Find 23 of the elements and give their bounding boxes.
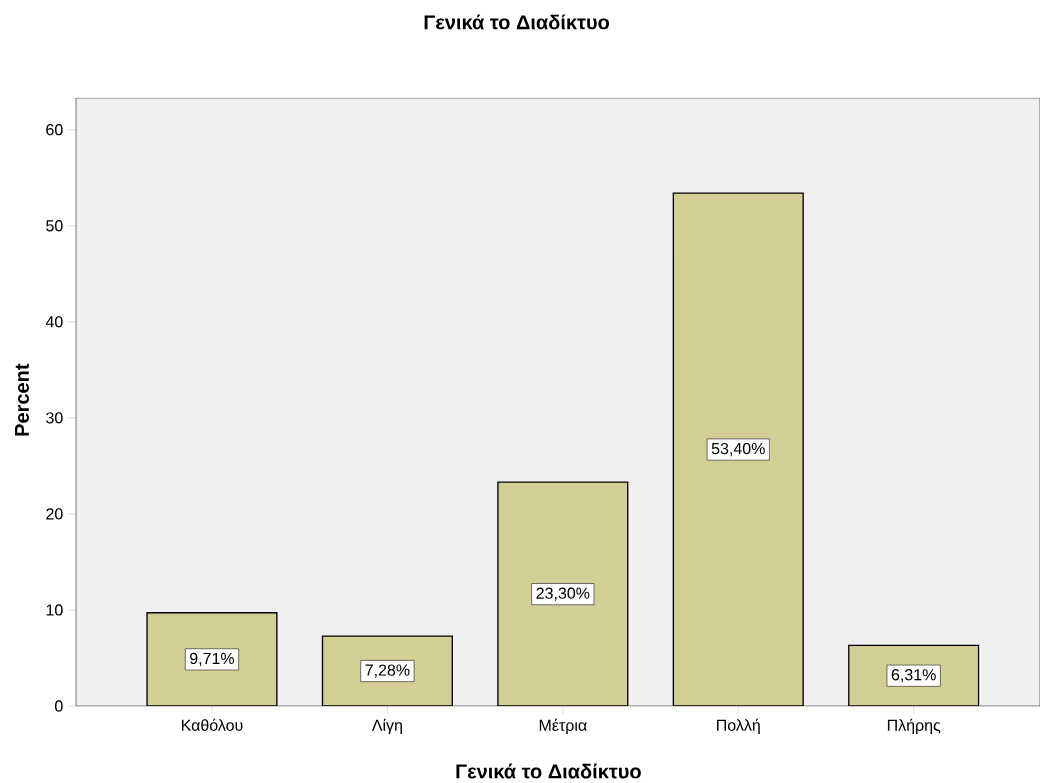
y-axis-title: Percent bbox=[15, 363, 29, 436]
x-tick-label: Λίγη bbox=[371, 718, 402, 735]
bar bbox=[672, 192, 804, 706]
y-tick-label: 40 bbox=[45, 316, 63, 328]
x-axis-title: Γενικά το Διαδίκτυο bbox=[456, 763, 641, 779]
y-tick-label: 50 bbox=[46, 220, 63, 232]
data-label: 53,40% bbox=[711, 442, 765, 457]
data-label: 6,31% bbox=[891, 669, 936, 683]
x-tick-label: Καθόλου bbox=[181, 718, 243, 731]
x-tick-label: Πλήρης bbox=[887, 718, 941, 735]
chart-title: Γενικά το Διαδίκτυο bbox=[424, 14, 610, 30]
bar bbox=[146, 612, 278, 706]
data-label: 9,71% bbox=[190, 652, 235, 666]
bar bbox=[497, 482, 628, 706]
y-tick-label: 0 bbox=[55, 700, 63, 712]
y-tick-label: 60 bbox=[46, 124, 63, 136]
y-tick-label: 30 bbox=[46, 412, 63, 424]
x-tick-label: Μέτρια bbox=[539, 718, 587, 735]
y-tick-label: 20 bbox=[46, 508, 63, 520]
x-tick-label: Πολλή bbox=[717, 718, 760, 735]
y-tick-label: 10 bbox=[46, 604, 63, 616]
data-label: 23,30% bbox=[536, 587, 590, 601]
data-label: 7,28% bbox=[365, 664, 410, 678]
